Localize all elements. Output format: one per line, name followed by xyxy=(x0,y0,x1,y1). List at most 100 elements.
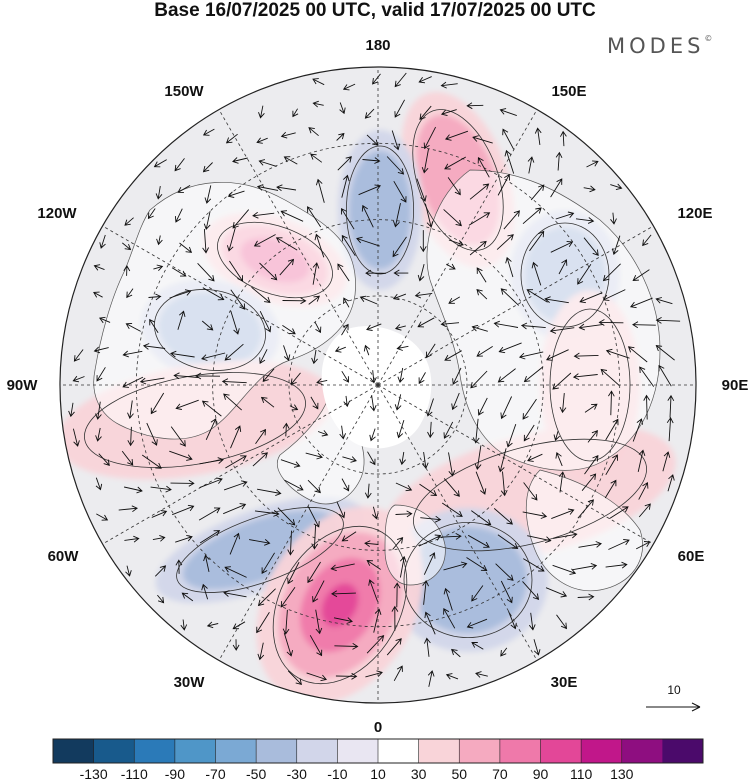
wind-vector-arrow xyxy=(177,185,191,193)
wind-vector-arrow xyxy=(175,534,193,543)
colorbar-tick-label: -130 xyxy=(80,766,108,782)
wind-vector-arrow xyxy=(553,431,561,441)
wind-vector-arrow xyxy=(504,149,515,174)
colorbar-swatch xyxy=(93,739,135,763)
wind-vector-arrow xyxy=(441,502,463,517)
wind-vector-arrow xyxy=(396,419,405,439)
wind-vector-arrow xyxy=(305,452,323,460)
wind-vector-arrow xyxy=(397,367,405,384)
wind-vector-arrow xyxy=(148,293,162,301)
wind-vector-arrow xyxy=(201,320,214,331)
wind-vector-arrow xyxy=(393,665,403,682)
wind-vector-arrow xyxy=(586,160,599,168)
wind-vector-arrow xyxy=(466,102,484,110)
wind-vector-arrow xyxy=(508,611,517,630)
wind-vector-arrow xyxy=(609,506,629,519)
wind-vector-arrow xyxy=(255,428,267,444)
wind-vector-arrow xyxy=(629,297,653,309)
wind-vector-arrow xyxy=(662,451,671,472)
wind-vector-arrow xyxy=(169,450,193,461)
wind-vector-arrow xyxy=(199,477,223,489)
longitude-labels: 180 150E 120E 90E 60E 30E 0 30W 60W 90W 120W 150W xyxy=(7,37,749,736)
wind-vector-arrow xyxy=(642,234,652,247)
wind-vector-arrow xyxy=(637,449,646,472)
wind-vector-arrow xyxy=(417,317,435,328)
wind-vector-arrow xyxy=(440,109,457,117)
wind-vector-arrow xyxy=(394,72,407,88)
longitude-label: 180 xyxy=(365,37,390,54)
wind-vector-arrow xyxy=(499,108,517,117)
wind-vector-arrow xyxy=(422,580,430,605)
wind-vector-arrow xyxy=(334,643,359,650)
wind-vector-arrow xyxy=(282,422,290,437)
wind-vector-arrow xyxy=(253,234,276,247)
wind-vector-arrow xyxy=(283,156,298,165)
longitude-label: 150W xyxy=(164,83,204,100)
wind-vector-arrow xyxy=(638,503,651,518)
wind-vector-arrow xyxy=(555,211,575,220)
wind-vector-arrow xyxy=(258,105,265,119)
wind-vector-arrow xyxy=(175,559,183,574)
wind-vector-arrow xyxy=(127,400,134,419)
wind-vector-arrow xyxy=(558,259,568,275)
wind-vector-arrow xyxy=(95,427,102,442)
wind-vector-arrow xyxy=(139,377,165,385)
colorbar-swatch xyxy=(662,739,704,763)
wind-vector-arrow xyxy=(392,236,407,258)
wind-vector-arrow xyxy=(550,178,563,198)
wind-vector-arrow xyxy=(655,297,673,305)
wind-vector-arrow xyxy=(361,204,374,228)
wind-vector-arrow xyxy=(523,424,535,442)
wind-vector-arrow xyxy=(371,506,379,520)
wind-vector-arrow xyxy=(335,672,358,680)
wind-vector-arrow xyxy=(311,349,318,365)
wind-vector-arrow xyxy=(639,366,655,387)
wind-vector-arrow xyxy=(635,541,651,550)
colorbar-tick-label: 70 xyxy=(492,766,508,782)
wind-vector-arrow xyxy=(608,390,615,416)
wind-vector-arrow xyxy=(123,265,131,276)
longitude-label: 90W xyxy=(7,377,39,394)
wind-vector-arrow xyxy=(500,471,508,497)
wind-vector-arrow xyxy=(466,618,488,629)
wind-vector-arrow xyxy=(446,263,456,270)
wind-vector-arrow xyxy=(391,130,401,151)
wind-vector-arrow xyxy=(308,127,319,137)
wind-vector-arrow xyxy=(395,482,413,492)
colorbar-tick-label: 10 xyxy=(370,766,386,782)
wind-vector-arrow xyxy=(223,503,247,515)
wind-vector-arrow xyxy=(257,488,282,497)
wind-vector-arrow xyxy=(289,404,299,411)
wind-vector-arrow xyxy=(498,342,522,354)
wind-vector-arrow xyxy=(341,370,349,383)
wind-vector-arrow xyxy=(180,619,188,631)
wind-vector-arrow xyxy=(170,479,195,487)
wind-vector-arrow xyxy=(93,264,105,271)
wind-vector-arrow xyxy=(343,395,351,408)
wind-vector-arrow xyxy=(223,393,242,411)
wind-vector-arrow xyxy=(605,454,618,476)
wind-vector-arrow xyxy=(260,396,275,408)
wind-vector-arrow xyxy=(583,237,599,256)
wind-vector-arrow xyxy=(443,608,456,629)
wind-vector-arrow xyxy=(122,242,132,251)
wind-vector-arrow xyxy=(314,321,322,334)
wind-vector-arrow xyxy=(121,450,134,466)
wind-vector-arrow xyxy=(393,180,407,203)
colorbar-tick-label: -10 xyxy=(327,766,347,782)
wind-vector-arrow xyxy=(472,135,493,144)
wind-vector-arrow xyxy=(394,394,402,411)
wind-vector-arrow xyxy=(68,402,75,418)
wind-vector-arrow xyxy=(578,323,604,331)
colorbar-swatch xyxy=(418,739,460,763)
wind-vector-arrow xyxy=(254,510,280,517)
wind-vector-arrow xyxy=(632,418,644,442)
wind-vector-arrow xyxy=(443,478,460,497)
wind-vector-arrow xyxy=(555,451,563,467)
wind-vector-arrow xyxy=(370,370,377,384)
wind-vector-arrow xyxy=(523,558,545,572)
wind-vector-arrow xyxy=(396,344,409,351)
colorbar-tick-label: 130 xyxy=(610,766,634,782)
wind-vector-arrow xyxy=(366,560,381,570)
wind-vector-arrow xyxy=(150,392,165,415)
